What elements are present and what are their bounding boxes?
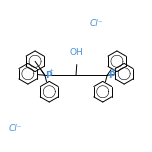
Text: Cl⁻: Cl⁻ [90,19,103,28]
Text: P: P [108,71,115,80]
Text: P: P [46,71,52,80]
Text: +: + [111,67,116,73]
Text: Cl⁻: Cl⁻ [9,124,22,133]
Text: OH: OH [69,48,83,57]
Text: +: + [48,67,54,73]
